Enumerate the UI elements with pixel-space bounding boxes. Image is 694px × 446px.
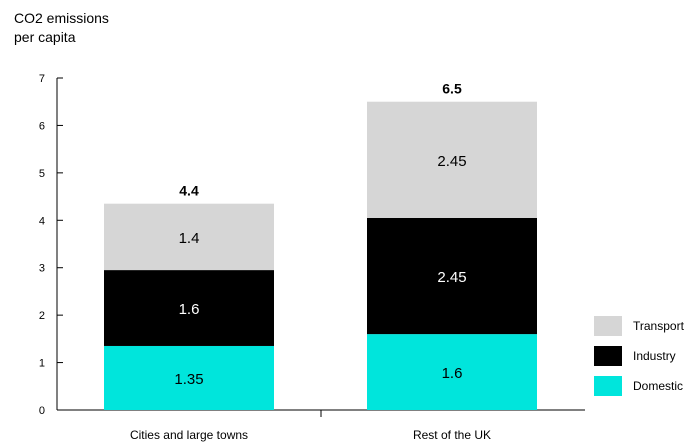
bar-label-industry-0: 1.6 [179, 301, 200, 318]
legend-swatch-domestic [594, 376, 622, 396]
y-tick-label-0: 0 [39, 405, 45, 417]
y-tick-label-5: 5 [39, 168, 45, 180]
y-tick-label-4: 4 [39, 215, 45, 227]
bar-domestic-0 [104, 345, 274, 410]
x-category-label-0: Cities and large towns [130, 428, 248, 442]
bar-label-transport-0: 1.4 [179, 230, 200, 247]
legend-swatch-industry [594, 346, 622, 366]
y-axis-label-line-2: per capita [14, 29, 76, 45]
legend-label-industry: Industry [633, 349, 676, 363]
legend-item-domestic: Domestic [594, 376, 684, 396]
bar-transport-0 [104, 203, 274, 271]
y-axis-label: CO2 emissions per capita [14, 9, 109, 47]
bar-label-transport-1: 2.45 [437, 153, 466, 170]
legend-label-transport: Transport [633, 319, 684, 333]
bar-domestic-1 [367, 334, 537, 410]
legend: Transport Industry Domestic [594, 316, 684, 406]
y-tick-label-2: 2 [39, 310, 45, 322]
legend-item-transport: Transport [594, 316, 684, 336]
bar-total-label-1: 6.5 [442, 81, 462, 97]
y-tick-label-1: 1 [39, 358, 45, 370]
legend-item-industry: Industry [594, 346, 684, 366]
bar-label-domestic-0: 1.35 [174, 371, 203, 388]
bar-transport-1 [367, 101, 537, 218]
legend-label-domestic: Domestic [633, 379, 684, 393]
bar-industry-1 [367, 217, 537, 335]
legend-swatch-transport [594, 316, 622, 336]
y-tick-label-3: 3 [39, 263, 45, 275]
y-axis-label-line-1: CO2 emissions [14, 10, 109, 26]
y-tick-label-7: 7 [39, 73, 45, 85]
bar-label-industry-1: 2.45 [437, 269, 466, 286]
x-category-label-1: Rest of the UK [413, 428, 491, 442]
bar-label-domestic-1: 1.6 [442, 365, 463, 382]
y-tick-label-6: 6 [39, 120, 45, 132]
bar-total-label-0: 4.4 [179, 183, 199, 199]
bar-industry-0 [104, 270, 274, 346]
